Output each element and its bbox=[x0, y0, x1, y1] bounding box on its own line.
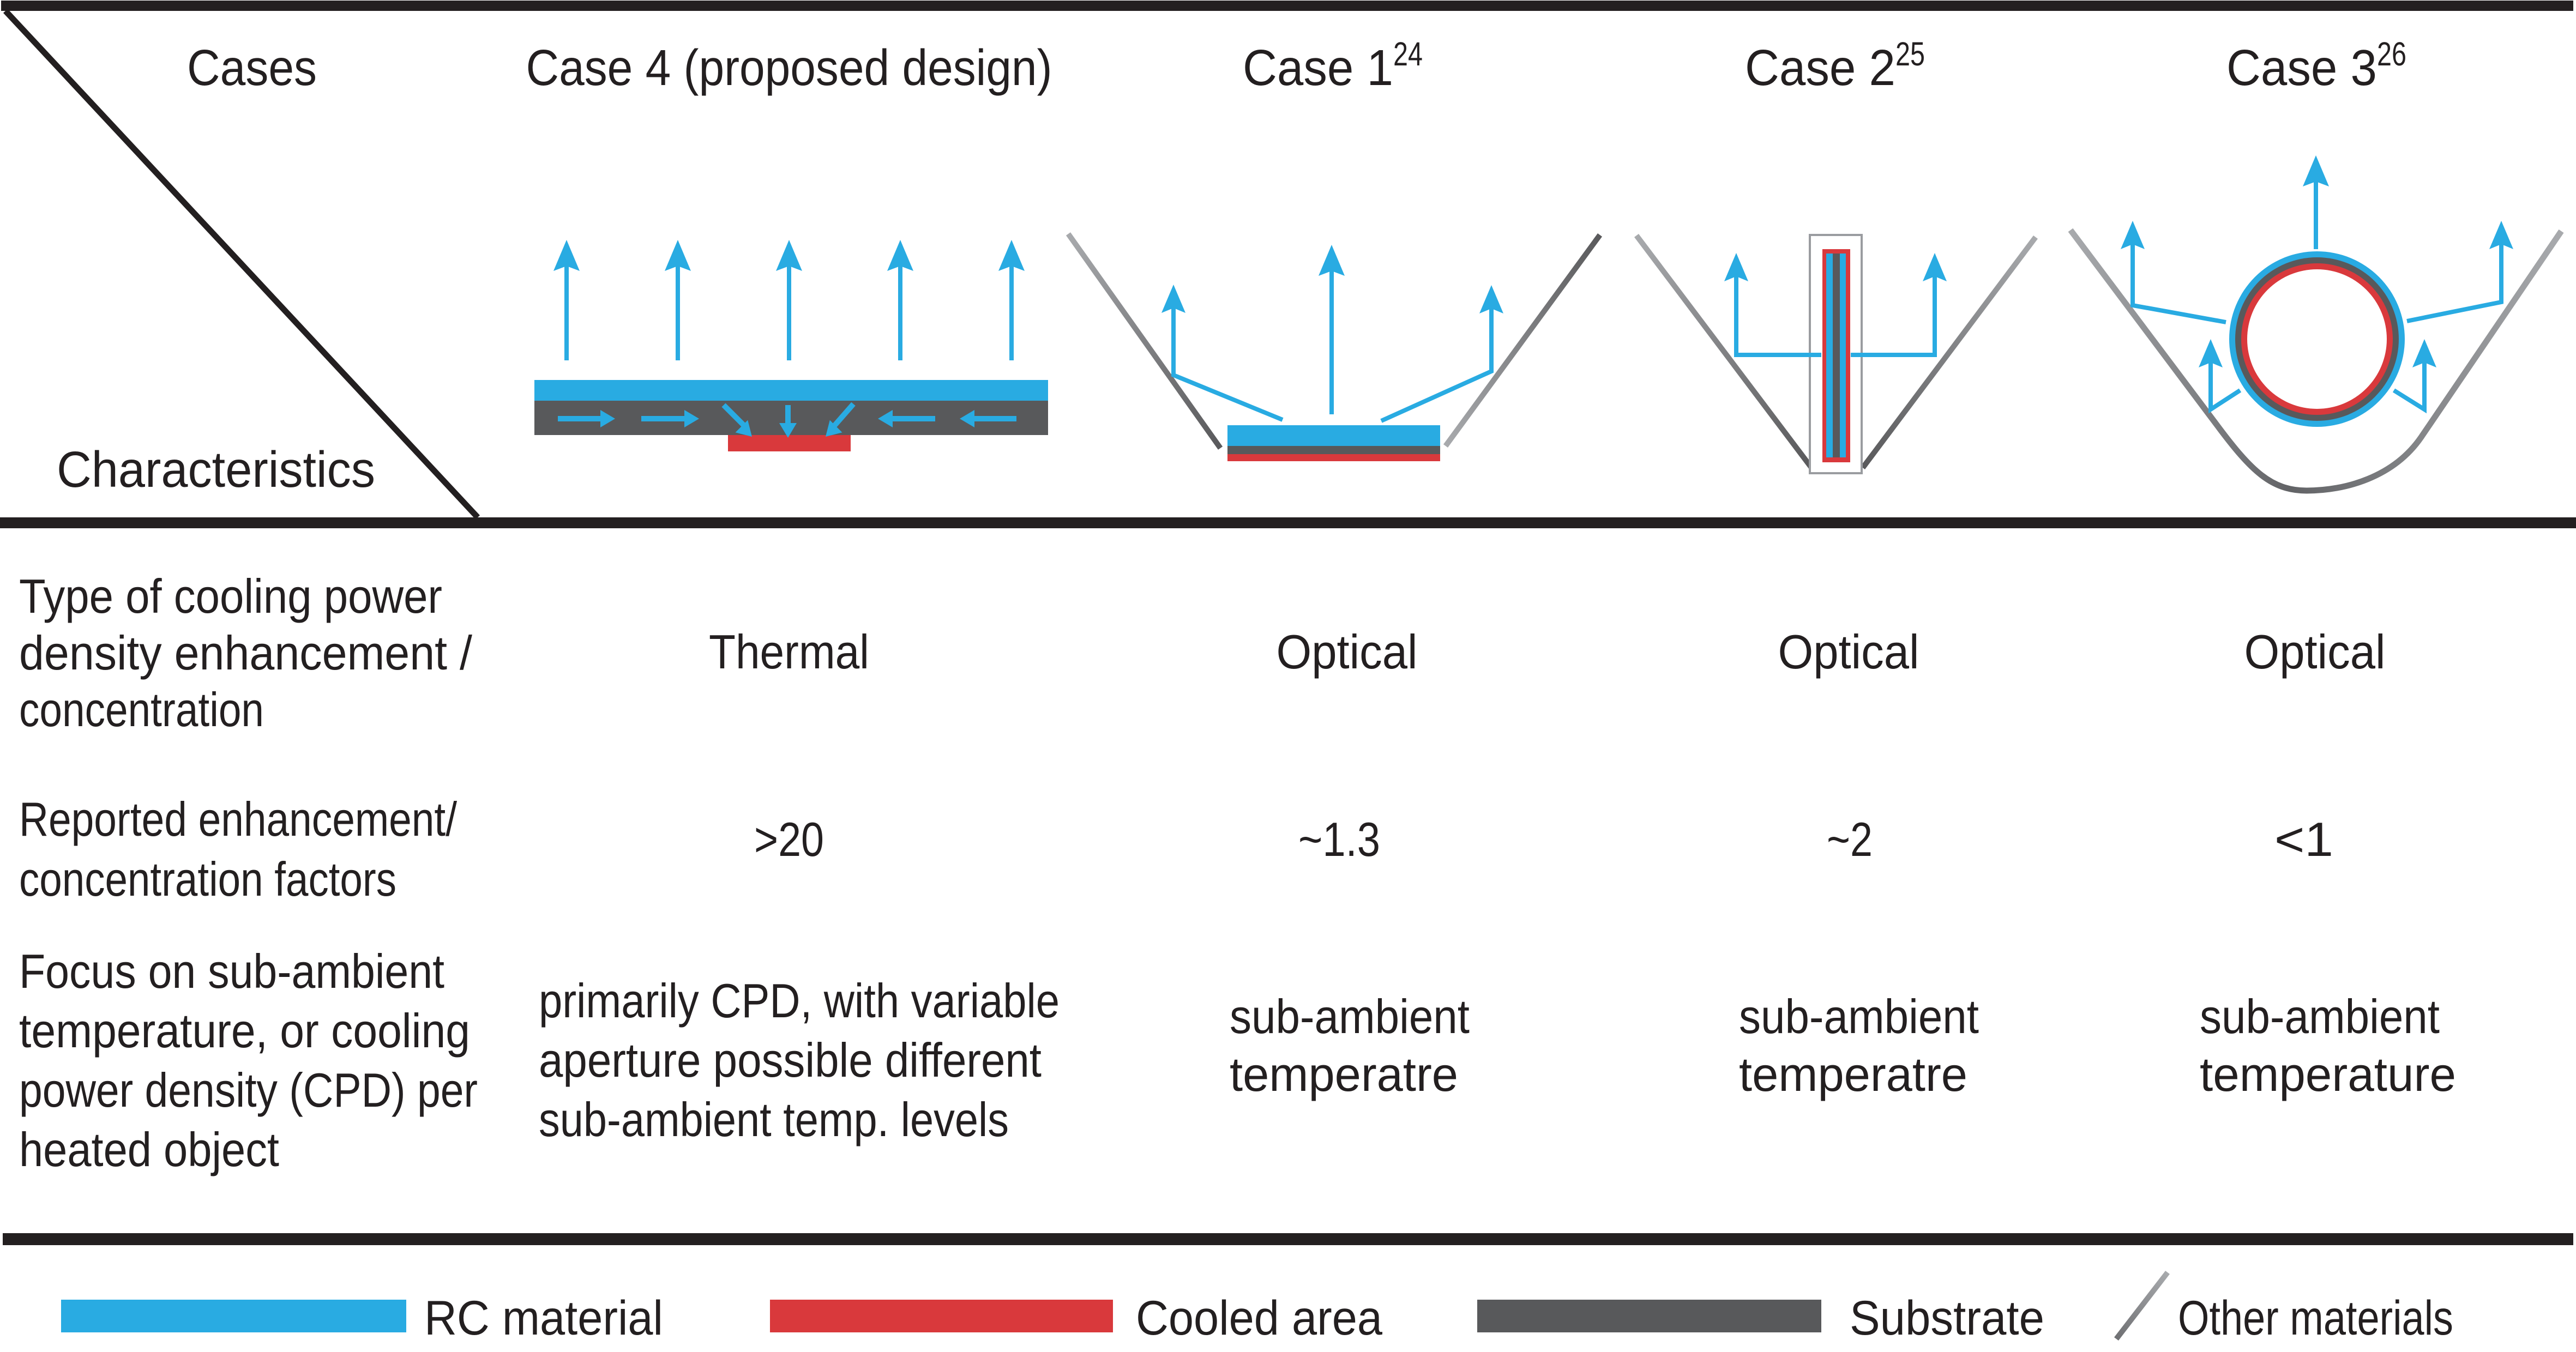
svg-text:concentration: concentration bbox=[19, 683, 264, 737]
svg-text:primarily CPD, with variable: primarily CPD, with variable bbox=[539, 974, 1060, 1028]
svg-text:temperatre: temperatre bbox=[1230, 1047, 1458, 1101]
svg-text:Optical: Optical bbox=[1778, 625, 1919, 679]
svg-text:Cases: Cases bbox=[187, 39, 317, 96]
svg-text:>20: >20 bbox=[754, 812, 824, 866]
svg-text:<1: <1 bbox=[2274, 812, 2333, 866]
svg-text:sub-ambient: sub-ambient bbox=[1230, 989, 1470, 1043]
svg-text:heated object: heated object bbox=[19, 1122, 279, 1176]
svg-text:Case 124: Case 124 bbox=[1243, 35, 1423, 96]
svg-text:Optical: Optical bbox=[1277, 625, 1418, 679]
svg-text:Thermal: Thermal bbox=[709, 625, 869, 679]
svg-text:Characteristics: Characteristics bbox=[57, 441, 375, 498]
svg-text:Reported enhancement/: Reported enhancement/ bbox=[19, 792, 457, 846]
svg-text:Substrate: Substrate bbox=[1850, 1290, 2044, 1345]
svg-text:Type of cooling power: Type of cooling power bbox=[19, 569, 442, 623]
svg-text:Case 4 (proposed design): Case 4 (proposed design) bbox=[526, 39, 1052, 96]
svg-text:density enhancement /: density enhancement / bbox=[19, 626, 473, 680]
svg-text:Focus on sub-ambient: Focus on sub-ambient bbox=[19, 944, 444, 998]
svg-text:Optical: Optical bbox=[2244, 625, 2386, 679]
svg-text:~2: ~2 bbox=[1827, 812, 1873, 866]
svg-text:temperatre: temperatre bbox=[1739, 1047, 1967, 1101]
svg-text:~1.3: ~1.3 bbox=[1298, 812, 1380, 866]
svg-text:sub-ambient: sub-ambient bbox=[1739, 989, 1979, 1043]
svg-text:Other materials: Other materials bbox=[2178, 1290, 2453, 1345]
svg-text:power density (CPD) per: power density (CPD) per bbox=[19, 1063, 478, 1117]
svg-text:Case 326: Case 326 bbox=[2226, 35, 2406, 96]
svg-text:sub-ambient: sub-ambient bbox=[2200, 989, 2440, 1043]
svg-text:temperature, or cooling: temperature, or cooling bbox=[19, 1004, 470, 1058]
svg-text:Case 225: Case 225 bbox=[1745, 35, 1925, 96]
svg-text:Cooled area: Cooled area bbox=[1136, 1290, 1382, 1345]
svg-text:temperature: temperature bbox=[2200, 1047, 2456, 1101]
svg-text:sub-ambient temp. levels: sub-ambient temp. levels bbox=[539, 1093, 1009, 1146]
svg-text:aperture possible different: aperture possible different bbox=[539, 1033, 1042, 1087]
svg-text:RC material: RC material bbox=[424, 1290, 663, 1345]
svg-text:concentration factors: concentration factors bbox=[19, 852, 396, 906]
